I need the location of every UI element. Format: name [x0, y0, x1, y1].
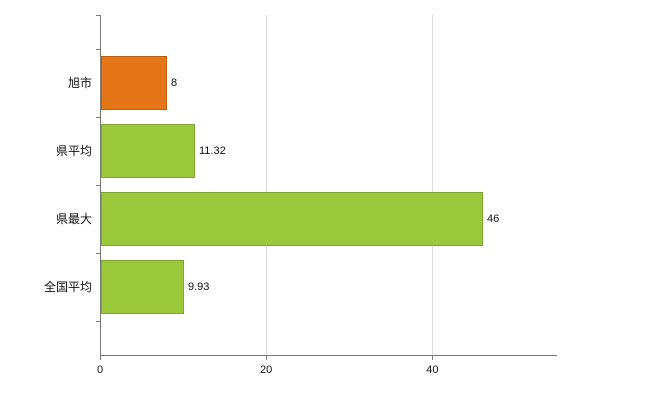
x-axis-line — [100, 355, 557, 356]
bar — [101, 260, 184, 314]
category-label: 県最大 — [55, 212, 92, 226]
y-axis-tick — [96, 253, 100, 254]
x-axis-tick — [432, 355, 434, 360]
value-label: 46 — [487, 213, 500, 225]
x-tick-label: 0 — [96, 364, 104, 376]
bar — [101, 192, 483, 246]
category-label: 旭市 — [67, 76, 92, 90]
category-label: 全国平均 — [43, 280, 92, 294]
y-axis-tick — [96, 185, 100, 186]
gridline — [432, 15, 434, 355]
value-label: 8 — [171, 77, 178, 89]
y-axis-tick — [96, 321, 100, 322]
x-tick-label: 20 — [260, 364, 273, 376]
value-label: 9.93 — [188, 281, 210, 293]
value-label: 11.32 — [199, 145, 226, 157]
x-axis-tick — [100, 355, 101, 360]
y-axis-line — [100, 15, 101, 356]
gridline — [266, 15, 268, 355]
x-axis-tick — [266, 355, 268, 360]
bar — [101, 124, 195, 178]
x-tick-label: 40 — [426, 364, 439, 376]
y-axis-tick — [96, 117, 100, 118]
y-axis-tick — [96, 49, 100, 50]
y-axis-tick — [96, 15, 100, 16]
bar — [101, 56, 167, 110]
category-label: 県平均 — [55, 144, 92, 158]
